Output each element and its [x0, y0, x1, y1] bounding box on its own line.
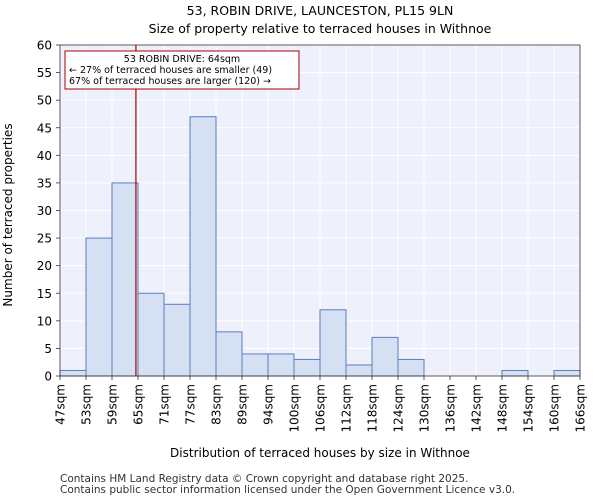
y-tick-label: 50 — [37, 94, 52, 108]
bar — [163, 303, 191, 377]
footer-line-2: Contains public sector information licen… — [60, 484, 516, 496]
bar — [345, 364, 373, 377]
annotation-box: 53 ROBIN DRIVE: 64sqm ← 27% of terraced … — [64, 50, 300, 90]
x-tick-label: 148sqm — [496, 384, 510, 432]
bar — [293, 358, 321, 377]
y-tick-label: 45 — [37, 121, 52, 135]
x-tick-label: 124sqm — [392, 384, 406, 432]
y-tick-label: 40 — [37, 149, 52, 163]
y-tick-label: 30 — [37, 204, 52, 218]
x-tick-label: 89sqm — [236, 384, 250, 425]
annotation-line-2: ← 27% of terraced houses are smaller (49… — [69, 65, 272, 76]
y-tick-label: 15 — [37, 287, 52, 301]
y-tick-label: 5 — [44, 342, 52, 356]
x-tick-label: 65sqm — [132, 384, 146, 425]
footer-line-1: Contains HM Land Registry data © Crown c… — [60, 473, 469, 485]
x-tick-label: 160sqm — [548, 384, 562, 432]
bar — [319, 309, 347, 377]
y-tick-label: 35 — [37, 176, 52, 190]
x-tick-label: 53sqm — [80, 384, 94, 425]
y-tick-label: 25 — [37, 232, 52, 246]
bar — [215, 331, 243, 377]
x-tick-label: 47sqm — [54, 384, 68, 425]
y-tick-label: 10 — [37, 314, 52, 328]
y-axis: 0 5 10 15 20 25 30 35 40 45 50 55 60 — [37, 39, 60, 384]
x-tick-label: 94sqm — [262, 384, 276, 425]
bar — [189, 116, 217, 377]
bar — [85, 237, 113, 377]
bar — [553, 369, 581, 377]
bar — [397, 358, 425, 377]
bar — [371, 336, 399, 377]
annotation-line-3: 67% of terraced houses are larger (120) … — [69, 76, 271, 87]
x-axis-label: Distribution of terraced houses by size … — [170, 446, 470, 460]
x-tick-label: 112sqm — [340, 384, 354, 432]
x-tick-label: 154sqm — [522, 384, 536, 432]
bar — [59, 369, 87, 377]
chart-subtitle: Size of property relative to terraced ho… — [149, 21, 492, 36]
bar — [137, 292, 165, 377]
bar — [111, 182, 139, 377]
y-tick-label: 20 — [37, 259, 52, 273]
x-tick-label: 77sqm — [184, 384, 198, 425]
x-tick-label: 100sqm — [288, 384, 302, 432]
x-tick-label: 142sqm — [470, 384, 484, 432]
x-tick-label: 136sqm — [444, 384, 458, 432]
annotation-line-1: 53 ROBIN DRIVE: 64sqm — [124, 54, 240, 65]
bar — [501, 369, 529, 377]
bar — [241, 353, 269, 377]
x-tick-label: 166sqm — [574, 384, 588, 432]
y-tick-label: 0 — [44, 370, 52, 384]
chart-title: 53, ROBIN DRIVE, LAUNCESTON, PL15 9LN — [187, 3, 454, 18]
x-tick-label: 71sqm — [158, 384, 172, 425]
x-tick-label: 83sqm — [210, 384, 224, 425]
y-tick-label: 55 — [37, 66, 52, 80]
x-axis: 47sqm 53sqm 59sqm 65sqm 71sqm 77sqm 83sqm 89sqm… — [54, 376, 588, 432]
x-tick-label: 59sqm — [106, 384, 120, 425]
bar — [267, 353, 295, 377]
x-tick-label: 118sqm — [366, 384, 380, 432]
y-axis-label: Number of terraced properties — [1, 123, 15, 306]
x-tick-label: 106sqm — [314, 384, 328, 432]
y-tick-label: 60 — [37, 39, 52, 53]
x-tick-label: 130sqm — [418, 384, 432, 432]
